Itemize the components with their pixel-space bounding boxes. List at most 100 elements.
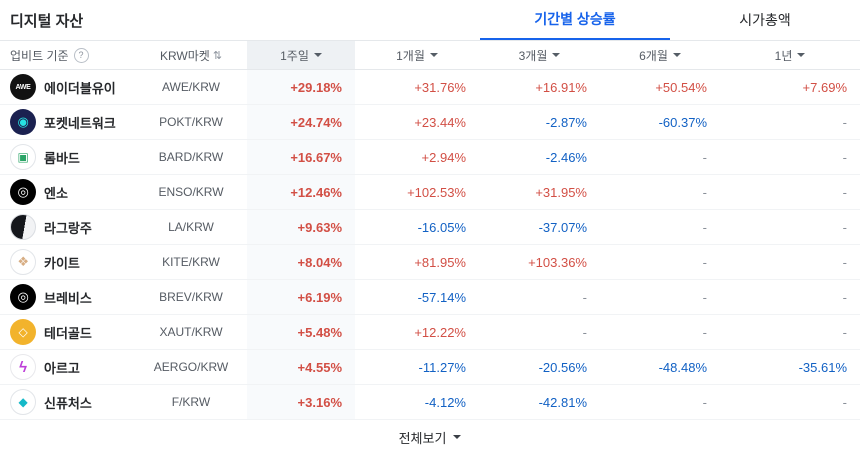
value-cell-1month: -16.05% bbox=[417, 219, 466, 235]
value-cell-1month: -11.27% bbox=[418, 359, 466, 375]
column-header-1week[interactable]: 1주일 bbox=[247, 41, 355, 69]
coin-cell: AWE 에이더블유이 bbox=[0, 70, 135, 104]
coin-cell: ◎ 엔소 bbox=[0, 175, 135, 209]
view-all-button[interactable]: 전체보기 bbox=[0, 420, 860, 454]
caret-down-icon bbox=[552, 53, 561, 57]
value-cell-3month: -20.56% bbox=[538, 359, 587, 375]
coin-icon: ◆ bbox=[10, 389, 36, 415]
value-cell-1year: - bbox=[842, 219, 847, 235]
value-cell-1month: -4.12% bbox=[424, 394, 466, 410]
value-cell-1month: +31.76% bbox=[414, 79, 466, 95]
value-cell-1week: +8.04% bbox=[247, 245, 355, 279]
value-cell-1year: -35.61% bbox=[798, 359, 847, 375]
column-header-market[interactable]: KRW마켓 ⇅ bbox=[135, 41, 247, 69]
coin-icon: ◎ bbox=[10, 179, 36, 205]
value-cell-6month: - bbox=[702, 219, 707, 235]
table-row[interactable]: ▣ 롬바드 BARD/KRW +16.67% +2.94% -2.46% - - bbox=[0, 140, 860, 175]
table-row[interactable]: ◉ 포켓네트워크 POKT/KRW +24.74% +23.44% -2.87%… bbox=[0, 105, 860, 140]
value-cell-3month: -2.46% bbox=[545, 149, 587, 165]
coin-cell: ◇ 테더골드 bbox=[0, 315, 135, 349]
value-cell-1week: +16.67% bbox=[247, 140, 355, 174]
value-cell-1week: +24.74% bbox=[247, 105, 355, 139]
column-header-1year[interactable]: 1년 bbox=[720, 41, 860, 69]
coin-icon: ◉ bbox=[10, 109, 36, 135]
value-cell-1week: +3.16% bbox=[247, 385, 355, 419]
value-cell-1year: - bbox=[842, 149, 847, 165]
table-row[interactable]: 라그랑주 LA/KRW +9.63% -16.05% -37.07% - - bbox=[0, 210, 860, 245]
coin-market: AWE/KRW bbox=[161, 80, 220, 94]
tab-period-change[interactable]: 기간별 상승률 bbox=[480, 0, 670, 40]
value-cell-1week: +9.63% bbox=[247, 210, 355, 244]
table-body: AWE 에이더블유이 AWE/KRW +29.18% +31.76% +16.9… bbox=[0, 70, 860, 420]
coin-cell: ◉ 포켓네트워크 bbox=[0, 105, 135, 139]
coin-cell: ▣ 롬바드 bbox=[0, 140, 135, 174]
value-cell-3month: -2.87% bbox=[545, 114, 587, 130]
value-cell-3month: -37.07% bbox=[538, 219, 587, 235]
coin-name: 아르고 bbox=[44, 360, 80, 376]
column-header-3month-label: 3개월 bbox=[518, 48, 548, 63]
coin-icon: AWE bbox=[10, 74, 36, 100]
caret-down-icon bbox=[797, 53, 806, 57]
column-header-6month-label: 6개월 bbox=[639, 48, 668, 63]
coin-market: LA/KRW bbox=[168, 220, 214, 234]
column-header-1month[interactable]: 1개월 bbox=[355, 41, 479, 69]
value-cell-3month: +31.95% bbox=[535, 184, 587, 200]
column-header-6month[interactable]: 6개월 bbox=[600, 41, 720, 69]
value-cell-3month: -42.81% bbox=[538, 394, 587, 410]
help-icon[interactable]: ? bbox=[73, 47, 89, 63]
column-header-1month-label: 1개월 bbox=[396, 48, 425, 63]
tab-period-change-label: 기간별 상승률 bbox=[534, 11, 616, 27]
value-cell-1week: +12.46% bbox=[247, 175, 355, 209]
view-all-label: 전체보기 bbox=[398, 430, 447, 446]
sort-icon: ⇅ bbox=[212, 49, 223, 62]
coin-name: 카이트 bbox=[44, 255, 80, 271]
coin-icon: ▣ bbox=[10, 144, 36, 170]
coin-icon: ◇ bbox=[10, 319, 36, 345]
value-cell-6month: +50.54% bbox=[655, 79, 707, 95]
value-cell-1year: +7.69% bbox=[802, 79, 847, 95]
coin-name: 테더골드 bbox=[44, 325, 92, 341]
table-row[interactable]: ◎ 브레비스 BREV/KRW +6.19% -57.14% - - - bbox=[0, 280, 860, 315]
coin-cell: ϟ 아르고 bbox=[0, 350, 135, 384]
coin-cell: ◎ 브레비스 bbox=[0, 280, 135, 314]
value-cell-3month: - bbox=[582, 324, 587, 340]
table-row[interactable]: ◇ 테더골드 XAUT/KRW +5.48% +12.22% - - - bbox=[0, 315, 860, 350]
coin-market: F/KRW bbox=[171, 395, 211, 409]
column-header-name-label: 업비트 기준 bbox=[10, 48, 69, 63]
caret-down-icon bbox=[453, 435, 462, 439]
value-cell-1year: - bbox=[842, 394, 847, 410]
coin-market: POKT/KRW bbox=[159, 115, 223, 129]
caret-down-icon bbox=[429, 53, 438, 57]
coin-name: 라그랑주 bbox=[44, 220, 92, 236]
table-row[interactable]: ϟ 아르고 AERGO/KRW +4.55% -11.27% -20.56% -… bbox=[0, 350, 860, 385]
value-cell-1year: - bbox=[842, 114, 847, 130]
value-cell-1year: - bbox=[842, 254, 847, 270]
table-row[interactable]: ❖ 카이트 KITE/KRW +8.04% +81.95% +103.36% -… bbox=[0, 245, 860, 280]
coin-icon: ϟ bbox=[10, 354, 36, 380]
column-header-3month[interactable]: 3개월 bbox=[479, 41, 600, 69]
coin-name: 포켓네트워크 bbox=[44, 115, 116, 131]
table-row[interactable]: ◎ 엔소 ENSO/KRW +12.46% +102.53% +31.95% -… bbox=[0, 175, 860, 210]
table-row[interactable]: ◆ 신퓨처스 F/KRW +3.16% -4.12% -42.81% - - bbox=[0, 385, 860, 420]
value-cell-6month: - bbox=[702, 184, 707, 200]
tab-bar: 기간별 상승률 시가총액 bbox=[480, 0, 860, 40]
coin-icon: ❖ bbox=[10, 249, 36, 275]
tab-market-cap[interactable]: 시가총액 bbox=[670, 0, 860, 40]
column-header-market-label: KRW마켓 bbox=[159, 48, 210, 63]
value-cell-1month: +2.94% bbox=[421, 149, 466, 165]
value-cell-3month: +103.36% bbox=[528, 254, 587, 270]
coin-cell: 라그랑주 bbox=[0, 210, 135, 244]
value-cell-1week: +5.48% bbox=[247, 315, 355, 349]
table-header: 업비트 기준 ? KRW마켓 ⇅ 1주일 1개월 3개월 6개월 1년 bbox=[0, 40, 860, 70]
page-title: 디지털 자산 bbox=[10, 12, 84, 30]
value-cell-6month: - bbox=[702, 289, 707, 305]
coin-name: 엔소 bbox=[44, 185, 68, 201]
coin-market: ENSO/KRW bbox=[158, 185, 224, 199]
value-cell-1year: - bbox=[842, 184, 847, 200]
coin-cell: ❖ 카이트 bbox=[0, 245, 135, 279]
table-row[interactable]: AWE 에이더블유이 AWE/KRW +29.18% +31.76% +16.9… bbox=[0, 70, 860, 105]
column-header-1year-label: 1년 bbox=[774, 48, 793, 63]
coin-cell: ◆ 신퓨처스 bbox=[0, 385, 135, 419]
value-cell-1month: -57.14% bbox=[417, 289, 466, 305]
coin-icon bbox=[10, 214, 36, 240]
